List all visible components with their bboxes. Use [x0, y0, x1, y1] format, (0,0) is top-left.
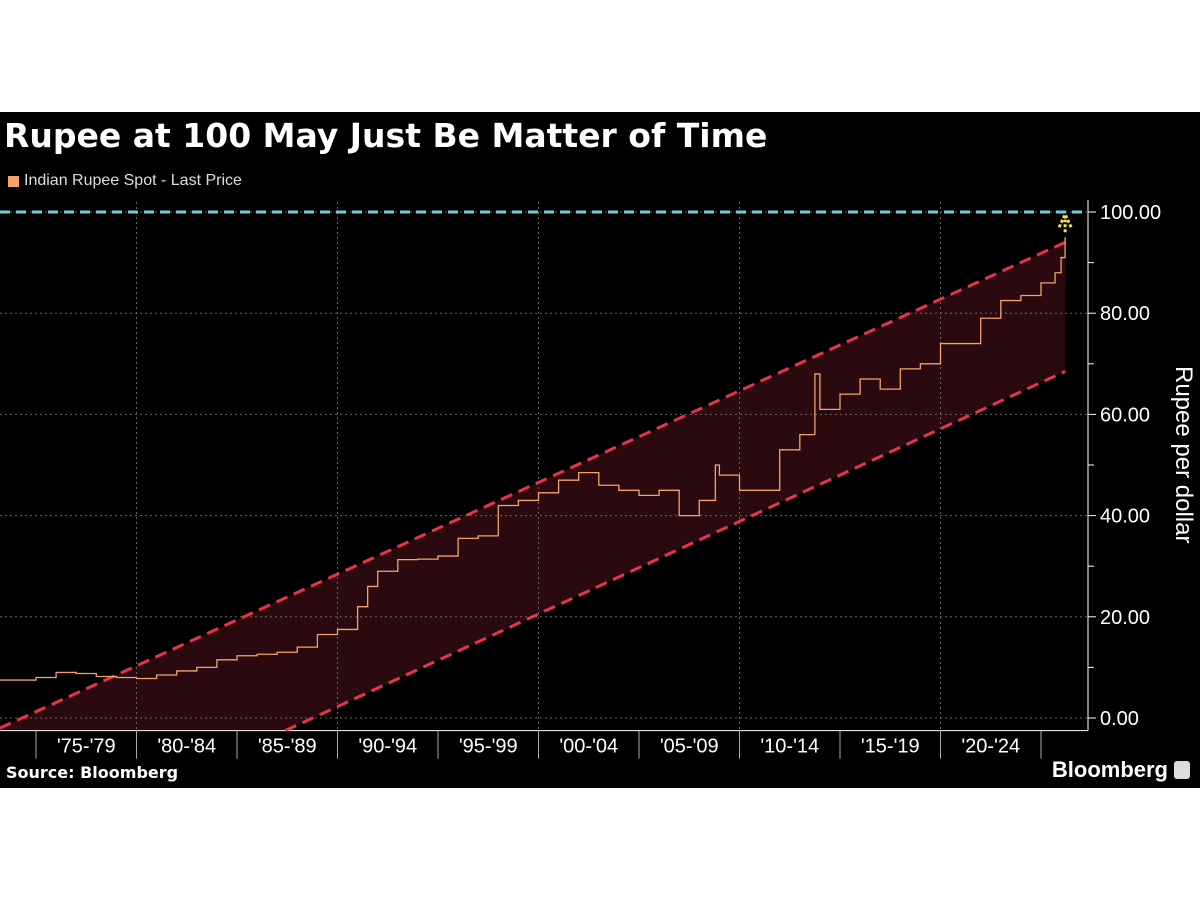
ytick-label: 60.00: [1100, 404, 1150, 426]
xtick-label: '85-'89: [258, 736, 317, 758]
ytick-label: 40.00: [1100, 506, 1150, 528]
xtick-label: '90-'94: [358, 736, 417, 758]
arrow-up-icon: [1057, 211, 1073, 233]
chart-title: Rupee at 100 May Just Be Matter of Time: [4, 116, 768, 155]
xtick-label: '95-'99: [459, 736, 518, 758]
xtick-label: '05-'09: [660, 736, 719, 758]
channel-lower-line: [284, 370, 1066, 733]
brand-logo: Bloomberg: [1052, 757, 1190, 783]
chart-panel: 0.00 20.00 40.00 60.00 80.00 100.00 '75-'79 '80…: [0, 112, 1200, 788]
brand-text: Bloomberg: [1051, 757, 1168, 782]
series-line: [0, 237, 1066, 681]
legend-label: Indian Rupee Spot - Last Price: [24, 172, 242, 189]
legend-swatch: [8, 175, 19, 187]
source-note: Source: Bloomberg: [6, 763, 179, 782]
y-axis-label: Rupee per dollar: [1170, 366, 1197, 543]
xtick-label: '20-'24: [961, 736, 1020, 758]
ytick-label: 100.00: [1100, 202, 1161, 224]
legend: Indian Rupee Spot - Last Price: [8, 172, 242, 190]
chart-svg: 0.00 20.00 40.00 60.00 80.00 100.00 '75-'79 '80…: [0, 200, 1197, 759]
xtick-label: '75-'79: [57, 736, 116, 758]
ytick-label: 20.00: [1100, 607, 1150, 629]
ytick-label: 0.00: [1100, 708, 1139, 730]
xtick-label: '80-'84: [157, 736, 216, 758]
ytick-label: 80.00: [1100, 303, 1150, 325]
xtick-label: '10-'14: [760, 736, 819, 758]
channel-upper-line: [0, 240, 1066, 730]
bloomberg-icon: [1174, 761, 1190, 779]
xtick-label: '00-'04: [559, 736, 618, 758]
xtick-label: '15-'19: [861, 736, 920, 758]
